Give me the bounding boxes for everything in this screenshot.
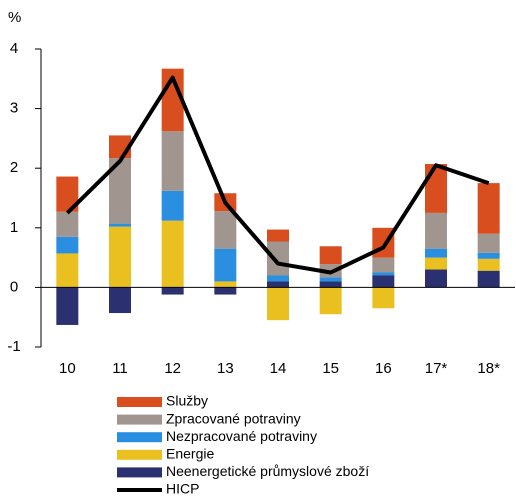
x-tick-label: 12 xyxy=(164,360,181,377)
bar-segment xyxy=(161,287,184,295)
x-tick-label: 11 xyxy=(112,360,128,377)
x-tick-label: 13 xyxy=(217,360,234,377)
legend-swatch xyxy=(117,432,162,443)
bar-segment xyxy=(477,252,500,259)
bar-segment xyxy=(319,287,342,315)
legend-swatch xyxy=(117,397,162,407)
bar-segment xyxy=(425,212,447,249)
bar-segment xyxy=(477,270,500,288)
y-tick-label: 2 xyxy=(10,159,18,176)
bar-segment xyxy=(372,257,395,273)
bar-segment xyxy=(161,131,184,191)
y-tick-label: -1 xyxy=(7,338,20,355)
legend-label: Zpracované potraviny xyxy=(166,410,301,426)
bar-segment xyxy=(267,287,289,321)
bar-segment xyxy=(477,233,500,253)
y-tick-label: 3 xyxy=(10,100,18,117)
legend-label: Energie xyxy=(166,446,214,462)
bar-segment xyxy=(109,158,131,224)
bar-segment xyxy=(267,229,289,242)
bar-segment xyxy=(425,248,447,258)
x-tick-label: 18* xyxy=(477,360,500,377)
legend-label: Neenergetické průmyslové zboží xyxy=(166,463,369,479)
legend-swatch xyxy=(117,449,162,460)
bar-segment xyxy=(109,223,131,227)
legend-label: HICP xyxy=(166,481,199,497)
bar-segment xyxy=(214,287,237,295)
bar-segment xyxy=(372,275,395,288)
bar-segment xyxy=(425,257,447,270)
bar-segment xyxy=(161,220,184,288)
bar-segment xyxy=(214,211,237,249)
bar-segment xyxy=(56,253,79,288)
bar-segment xyxy=(56,211,79,237)
bar-segment xyxy=(319,281,342,288)
bar-segment xyxy=(56,236,79,254)
y-tick-label: 4 xyxy=(10,40,18,57)
x-tick-label: 10 xyxy=(59,360,76,377)
bar-segment xyxy=(372,272,395,276)
x-tick-label: 17* xyxy=(425,360,448,377)
y-tick-label: 0 xyxy=(10,278,18,295)
y-axis-unit: % xyxy=(8,9,21,26)
bar-segment xyxy=(425,269,447,288)
bar-segment xyxy=(267,275,289,282)
legend-swatch xyxy=(117,414,162,425)
bar-segment xyxy=(372,287,395,309)
bar-segment xyxy=(214,281,237,288)
bar-segment xyxy=(477,183,500,234)
bar-segment xyxy=(56,176,79,212)
bar-segment xyxy=(56,287,79,325)
hicp-line xyxy=(65,75,490,275)
bar-segment xyxy=(109,287,131,314)
bar-segment xyxy=(477,258,500,271)
bar-segment xyxy=(267,281,289,288)
legend-label: Nezpracované potraviny xyxy=(166,428,317,444)
x-tick-label: 15 xyxy=(322,360,339,377)
x-tick-label: 14 xyxy=(270,360,287,377)
bar-segment xyxy=(425,164,447,213)
bar-segment xyxy=(214,248,237,282)
y-tick-label: 1 xyxy=(10,219,18,236)
x-tick-label: 16 xyxy=(375,360,392,377)
legend-swatch xyxy=(117,467,162,478)
bar-segment xyxy=(319,277,342,282)
legend-label: Služby xyxy=(166,393,208,409)
bar-segment xyxy=(267,241,289,276)
bar-segment xyxy=(161,190,184,221)
bar-segment xyxy=(319,246,342,265)
bar-segment xyxy=(109,226,131,288)
